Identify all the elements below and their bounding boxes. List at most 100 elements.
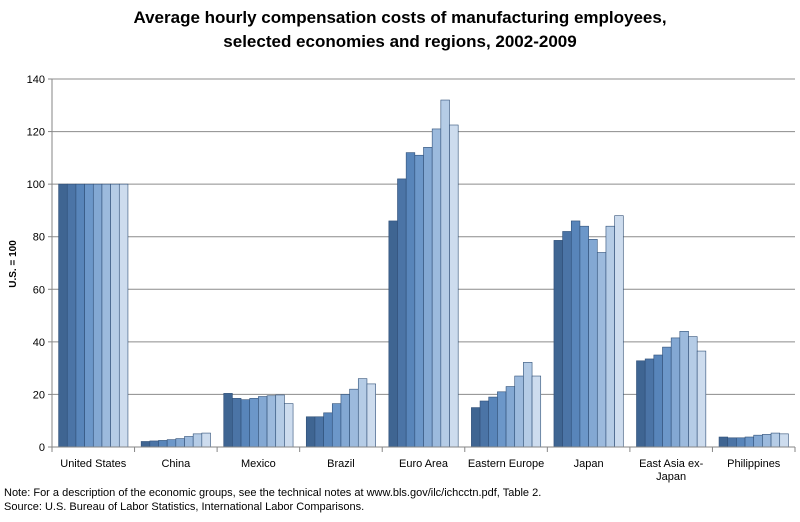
x-axis-labels: United States China Mexico Brazil Euro Area E… (60, 458, 781, 483)
y-tick-label-4: 80 (33, 232, 45, 244)
bar-1-2 (158, 440, 168, 448)
bar-3-6 (357, 378, 368, 448)
bar-8-0 (718, 436, 729, 448)
y-tick-label-1: 20 (33, 389, 45, 401)
bar-1-1 (149, 440, 159, 448)
bar-3-2 (323, 412, 333, 448)
bar-7-2 (653, 354, 663, 448)
bar-0-6 (110, 183, 120, 448)
bar-6-0 (553, 240, 563, 448)
bar-4-5 (431, 128, 442, 448)
bar-0-5 (101, 183, 111, 448)
x-tick-label-4: Euro Area (399, 458, 449, 470)
bar-4-0 (388, 220, 398, 448)
bar-7-0 (636, 360, 646, 448)
bar-4-7 (449, 124, 459, 448)
source-note: Source: U.S. Bureau of Labor Statistics,… (4, 501, 365, 513)
bar-5-4 (505, 386, 516, 448)
bar-5-2 (488, 396, 498, 448)
bar-7-4 (670, 337, 681, 448)
bar-7-3 (662, 346, 672, 448)
bars (58, 99, 789, 448)
bar-2-0 (223, 393, 233, 448)
bar-0-0 (58, 183, 68, 448)
x-tick-label-7: East Asia ex-Japan (639, 458, 704, 483)
bar-1-5 (184, 436, 194, 448)
bar-5-6 (523, 362, 533, 448)
bar-2-7 (284, 403, 294, 448)
x-tick-label-1: China (161, 458, 191, 470)
bar-1-3 (166, 439, 177, 448)
x-tick-label-3: Brazil (327, 458, 355, 470)
bar-6-3 (579, 225, 589, 448)
chart-title-line-2: selected economies and regions, 2002-200… (223, 32, 577, 51)
bar-2-2 (240, 399, 251, 448)
bar-5-1 (479, 400, 490, 448)
bar-6-2 (570, 220, 581, 448)
bar-5-7 (531, 375, 542, 448)
bar-1-7 (201, 432, 211, 448)
y-tick-label-5: 100 (27, 179, 45, 191)
bar-5-5 (514, 375, 524, 448)
bar-8-7 (779, 433, 789, 448)
x-tick-label-5: Eastern Europe (468, 458, 544, 470)
x-tick-label-6: Japan (574, 458, 604, 470)
bar-6-1 (562, 231, 572, 448)
x-tick-label-0: United States (60, 458, 127, 470)
bar-0-4 (92, 183, 103, 448)
bar-5-0 (471, 407, 481, 448)
chart-title-line-1: Average hourly compensation costs of man… (133, 8, 667, 27)
bar-2-1 (232, 398, 242, 448)
y-tick-label-0: 0 (39, 442, 45, 454)
bar-8-5 (762, 434, 772, 448)
bar-8-4 (753, 434, 763, 448)
bar-3-3 (331, 403, 342, 448)
bar-4-2 (405, 152, 416, 448)
bar-1-0 (140, 441, 151, 448)
y-tick-label-2: 40 (33, 337, 45, 349)
bar-3-4 (340, 394, 350, 448)
bar-7-6 (688, 336, 698, 448)
y-axis-label: U.S. = 100 (8, 240, 19, 288)
bar-0-1 (66, 183, 77, 448)
bar-7-1 (644, 358, 655, 448)
bar-4-4 (423, 147, 433, 448)
bar-5-3 (497, 391, 507, 448)
bar-0-7 (118, 183, 129, 448)
y-axis-ticks: 0 20 40 60 80 100 120 140 (27, 74, 52, 454)
bar-4-1 (397, 178, 407, 448)
bar-1-6 (192, 433, 203, 448)
bar-2-5 (266, 395, 277, 448)
bar-1-4 (175, 438, 185, 448)
y-tick-label-6: 120 (27, 127, 45, 139)
bar-3-7 (366, 383, 376, 448)
x-tick-label-2: Mexico (241, 458, 276, 470)
bar-8-1 (727, 437, 737, 448)
bar-8-6 (770, 432, 781, 448)
footnote: Note: For a description of the economic … (4, 487, 542, 499)
bar-0-3 (84, 183, 94, 448)
bar-6-5 (596, 252, 607, 448)
bar-6-6 (605, 225, 615, 448)
y-tick-label-7: 140 (27, 74, 45, 86)
bar-4-6 (440, 99, 450, 448)
bar-4-3 (414, 154, 424, 448)
bar-2-4 (258, 396, 268, 448)
bar-8-3 (744, 436, 755, 448)
bar-7-7 (696, 350, 707, 448)
bar-8-2 (736, 437, 746, 448)
bar-2-6 (275, 394, 285, 448)
bar-7-5 (679, 331, 689, 448)
bar-2-3 (249, 398, 259, 448)
bar-0-2 (75, 183, 85, 448)
bar-3-5 (349, 388, 359, 448)
x-tick-label-8: Philippines (727, 458, 781, 470)
bar-3-1 (314, 416, 324, 448)
bar-6-7 (614, 215, 624, 448)
bar-6-4 (588, 239, 598, 448)
chart-title: Average hourly compensation costs of man… (0, 6, 800, 54)
axes (51, 79, 796, 452)
bar-3-0 (305, 416, 316, 448)
y-tick-label-3: 60 (33, 284, 45, 296)
